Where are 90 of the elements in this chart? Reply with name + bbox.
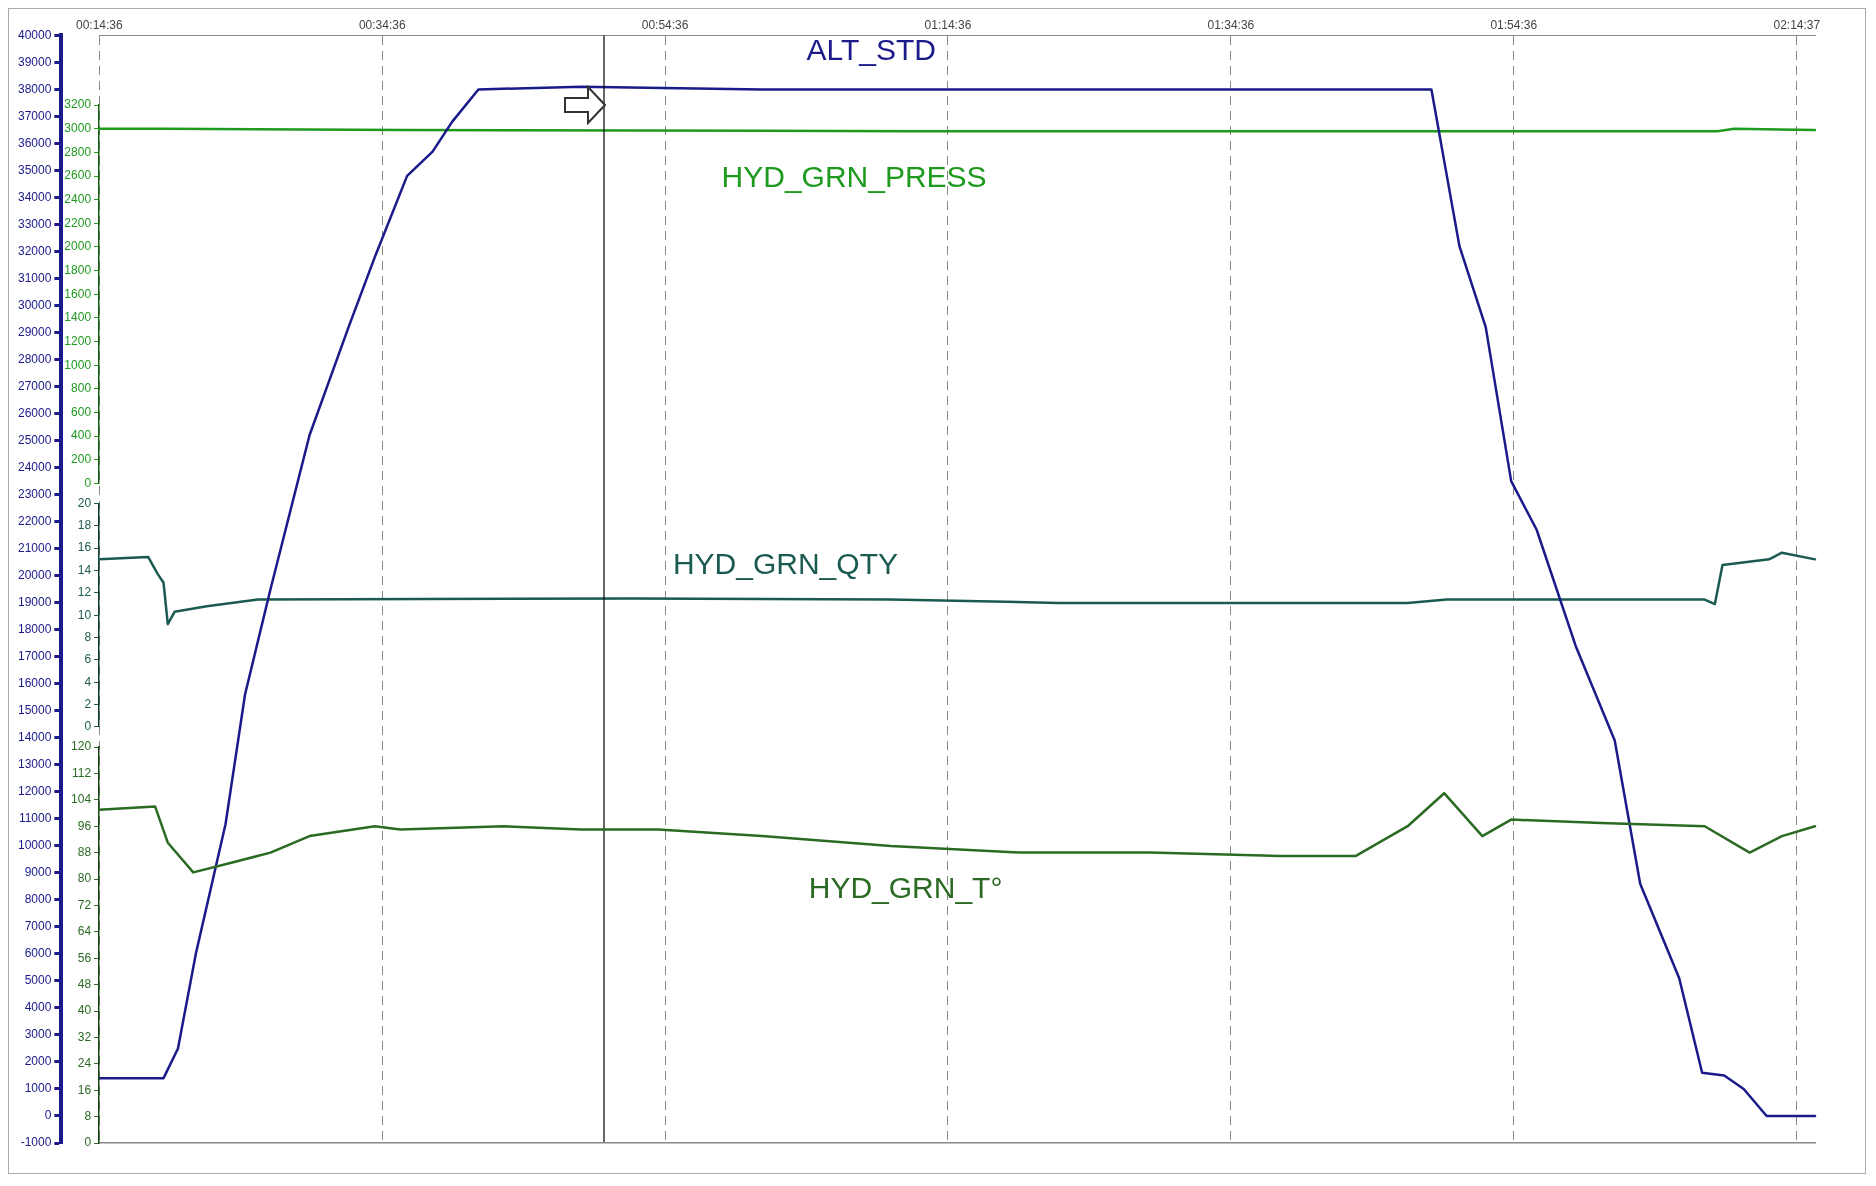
y-tick-label: 32000 [17,243,52,258]
y-tick-label: 34000 [17,189,52,204]
y3-tick-label: 6 [84,652,92,667]
y-tick-label: 38000 [17,81,52,96]
y3-tick-label: 14 [77,562,92,577]
y-tick-label: 24 [77,1056,92,1071]
y-tick-label: 27000 [17,378,52,393]
y-tick-label: 29000 [17,324,52,339]
series-label: HYD_GRN_PRESS [721,160,987,194]
y3-tick-label: 12 [77,585,92,600]
y-tick-label: 120 [71,739,92,754]
y2-tick-label: 1200 [64,333,92,348]
y-tick-label: 7000 [24,919,52,934]
y-tick-label: 32 [77,1029,92,1044]
y-tick-label: 33000 [17,216,52,231]
y-tick-label: 18000 [17,622,52,637]
series-label: HYD_GRN_T° [808,871,1003,905]
y-tick-label: 37000 [17,108,52,123]
x-tick-label: 00:54:36 [641,17,689,32]
y2-tick-label: 2200 [64,215,92,230]
y2-tick-label: 200 [71,452,92,467]
series-label: HYD_GRN_QTY [672,546,898,580]
y-tick-label: 80 [77,871,92,886]
y-tick-label: 72 [77,897,92,912]
y3-tick-label: 2 [84,696,92,711]
y-tick-label: 12000 [17,784,52,799]
y-tick-label: 19000 [17,595,52,610]
y-tick-label: 1000 [24,1081,52,1096]
y3-tick-label: 18 [77,518,92,533]
y-tick-label: 24000 [17,459,52,474]
x-tick-label: 02:14:37 [1773,17,1821,32]
y-tick-label: 64 [77,924,92,939]
y2-tick-label: 1600 [64,286,92,301]
y3-tick-label: 4 [84,674,92,689]
y-tick-label: 17000 [17,649,52,664]
y-tick-label: 96 [77,818,92,833]
y-tick-label: 31000 [17,270,52,285]
y-tick-label: 20000 [17,568,52,583]
x-tick-label: 01:54:36 [1490,17,1538,32]
y-tick-label: 112 [71,765,92,780]
y2-tick-label: 2400 [64,192,92,207]
x-tick-label: 00:14:36 [75,17,123,32]
y-tick-label: 35000 [17,162,52,177]
y3-tick-label: 10 [77,607,92,622]
series-label: ALT_STD [806,32,936,66]
y-tick-label: 15000 [17,703,52,718]
y3-tick-label: 20 [77,495,92,510]
y2-tick-label: 800 [71,381,92,396]
y2-tick-label: 2800 [64,144,92,159]
y-tick-label: 104 [71,792,92,807]
y-tick-label: 28000 [17,351,52,366]
y-tick-label: 40 [77,1003,92,1018]
y-tick-label: 11000 [18,811,52,826]
y-tick-label: 21000 [17,540,52,555]
y-tick-label: 30000 [17,297,52,312]
y-tick-label: 25000 [17,432,52,447]
y-tick-label: 48 [77,976,92,991]
y-tick-label: 14000 [17,730,52,745]
y2-tick-label: 400 [71,428,92,443]
y2-tick-label: 3200 [64,97,92,112]
y-tick-label: 22000 [17,513,52,528]
y-tick-label: 8 [84,1108,92,1123]
y-tick-label: 0 [84,1135,92,1150]
y-tick-label: 40000 [17,27,52,42]
y-tick-label: 26000 [17,405,52,420]
x-tick-label: 00:34:36 [358,17,406,32]
y-tick-label: 9000 [24,865,52,880]
y2-tick-label: 600 [71,404,92,419]
y-tick-label: 13000 [17,757,52,772]
y-tick-label: 36000 [17,135,52,150]
y-tick-label: 39000 [17,54,52,69]
y-tick-label: 16 [77,1082,92,1097]
y-tick-label: 4000 [24,1000,52,1015]
y-tick-label: 16000 [17,676,52,691]
y-tick-label: 2000 [24,1054,52,1069]
y-tick-label: 10000 [17,838,52,853]
y2-tick-label: 1800 [64,262,92,277]
y2-tick-label: 1400 [64,310,92,325]
y-tick-label: 0 [44,1108,52,1123]
y-tick-label: 23000 [17,486,52,501]
y-tick-label: 8000 [24,892,52,907]
y2-tick-label: 2600 [64,168,92,183]
y-tick-label: 3000 [24,1027,52,1042]
y-tick-label: -1000 [20,1135,52,1150]
y-tick-label: 6000 [24,946,52,961]
y-tick-label: 88 [77,844,92,859]
x-tick-label: 01:14:36 [924,17,972,32]
y-tick-label: 5000 [24,973,52,988]
y-tick-label: 56 [77,950,92,965]
x-tick-label: 01:34:36 [1207,17,1255,32]
